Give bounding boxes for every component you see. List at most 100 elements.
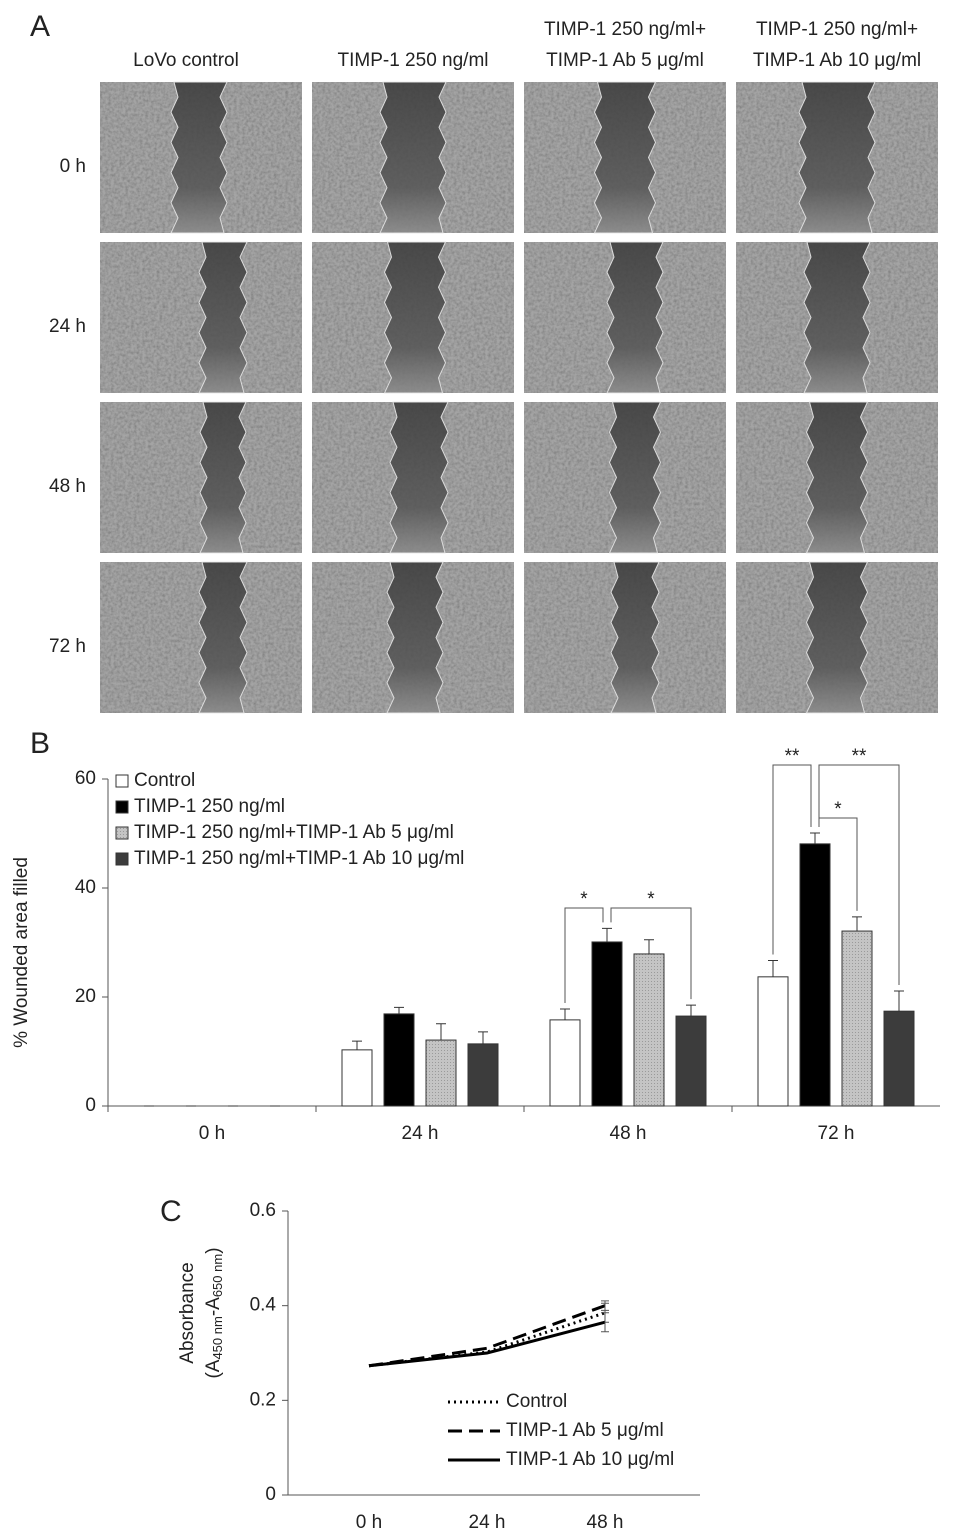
wound-gap xyxy=(379,81,447,234)
row-label: 24 h xyxy=(49,316,86,337)
bar xyxy=(467,1043,499,1107)
significance-label: * xyxy=(647,889,655,910)
error-bar xyxy=(601,1312,609,1333)
wound-gap xyxy=(803,241,871,394)
panel-label: A xyxy=(30,10,50,43)
micrograph xyxy=(312,81,514,234)
row-label: 48 h xyxy=(49,476,86,497)
significance-bracket xyxy=(564,907,604,1003)
micrograph xyxy=(100,401,302,554)
y-tick-label: 40 xyxy=(75,877,96,898)
wound-gap xyxy=(805,561,869,714)
micrograph xyxy=(736,81,938,234)
wound-gap xyxy=(198,241,248,394)
micrograph xyxy=(524,561,726,714)
micrograph-bg xyxy=(100,242,302,393)
micrograph xyxy=(312,401,514,554)
micrograph xyxy=(312,241,514,394)
wound-gap xyxy=(608,401,662,554)
bar xyxy=(799,843,831,1107)
wound-gap xyxy=(386,561,444,714)
significance-bracket xyxy=(772,764,812,955)
significance-label: * xyxy=(834,799,842,820)
x-tick-label: 0 h xyxy=(199,1123,225,1144)
error-bar xyxy=(768,959,778,977)
bar xyxy=(841,930,873,1107)
micrograph xyxy=(100,81,302,234)
bar xyxy=(633,953,665,1107)
y-axis-label-part: (A xyxy=(203,1359,224,1378)
y-tick-label: 0.4 xyxy=(250,1295,277,1316)
bar xyxy=(675,1015,707,1107)
column-header: TIMP-1 Ab 5 μg/ml xyxy=(546,50,704,71)
error-bar xyxy=(810,832,820,844)
y-axis-label: Absorbance (A450 nm-A650 nm) xyxy=(177,1247,225,1378)
y-axis-label: % Wounded area filled xyxy=(11,857,32,1048)
legend-swatch xyxy=(115,800,129,814)
column-header: TIMP-1 250 ng/ml+ xyxy=(756,19,918,40)
micrograph xyxy=(736,401,938,554)
error-bar xyxy=(601,1300,609,1311)
significance-label: * xyxy=(580,889,588,910)
column-header: TIMP-1 Ab 10 μg/ml xyxy=(753,50,921,71)
y-axis-label-part: ) xyxy=(203,1247,224,1253)
error-bar xyxy=(602,927,612,942)
legend-label: TIMP-1 250 ng/ml xyxy=(134,796,285,817)
legend-label: TIMP-1 250 ng/ml+TIMP-1 Ab 5 μg/ml xyxy=(134,822,454,843)
error-bar xyxy=(478,1031,488,1044)
x-tick-label: 48 h xyxy=(587,1512,624,1533)
significance-label: ** xyxy=(785,746,800,767)
row-label: 0 h xyxy=(60,156,86,177)
wound-gap xyxy=(593,81,657,234)
y-tick-label: 0 xyxy=(85,1095,96,1116)
column-header: TIMP-1 250 ng/ml+ xyxy=(544,19,706,40)
panel-label: B xyxy=(30,727,50,760)
y-tick-label: 0.2 xyxy=(250,1389,276,1410)
legend-label: Control xyxy=(134,770,195,791)
wound-gap xyxy=(199,401,247,554)
wound-gap xyxy=(389,401,449,554)
micrograph xyxy=(100,561,302,714)
column-header: LoVo control xyxy=(133,50,239,71)
bar xyxy=(591,941,623,1107)
wound-gap xyxy=(610,561,660,714)
x-tick-label: 24 h xyxy=(469,1512,506,1533)
error-bar xyxy=(686,1004,696,1017)
x-tick-label: 72 h xyxy=(818,1123,855,1144)
wound-gap xyxy=(798,81,876,234)
wound-gap xyxy=(606,241,664,394)
legend-label: Control xyxy=(506,1391,567,1412)
x-tick-label: 48 h xyxy=(610,1123,647,1144)
micrograph xyxy=(524,241,726,394)
wound-gap xyxy=(383,241,447,394)
line xyxy=(368,1320,606,1368)
bar xyxy=(883,1010,915,1107)
micrograph xyxy=(524,81,726,234)
error-bar xyxy=(644,939,654,954)
column-header: TIMP-1 250 ng/ml xyxy=(338,50,489,71)
y-tick-label: 20 xyxy=(75,986,96,1007)
bar xyxy=(341,1049,373,1107)
error-bar xyxy=(436,1023,446,1041)
legend-swatch xyxy=(115,774,129,788)
y-axis-label-part: -A xyxy=(203,1297,224,1316)
y-tick-label: 0 xyxy=(265,1484,276,1505)
row-label: 72 h xyxy=(49,636,86,657)
micrograph xyxy=(100,241,302,394)
panel-label: C xyxy=(160,1195,182,1228)
significance-label: ** xyxy=(852,746,867,767)
error-bar xyxy=(352,1040,362,1050)
y-tick-label: 0.6 xyxy=(250,1200,276,1221)
micrograph xyxy=(312,561,514,714)
line xyxy=(368,1304,606,1368)
wound-gap xyxy=(170,81,228,234)
x-tick-label: 24 h xyxy=(402,1123,439,1144)
y-tick-label: 60 xyxy=(75,768,96,789)
y-axis-label-part: 650 nm xyxy=(210,1254,225,1297)
error-bar xyxy=(394,1006,404,1014)
micrograph-bg xyxy=(100,562,302,713)
y-axis-label-part: Absorbance xyxy=(177,1262,198,1363)
micrograph xyxy=(524,401,726,554)
